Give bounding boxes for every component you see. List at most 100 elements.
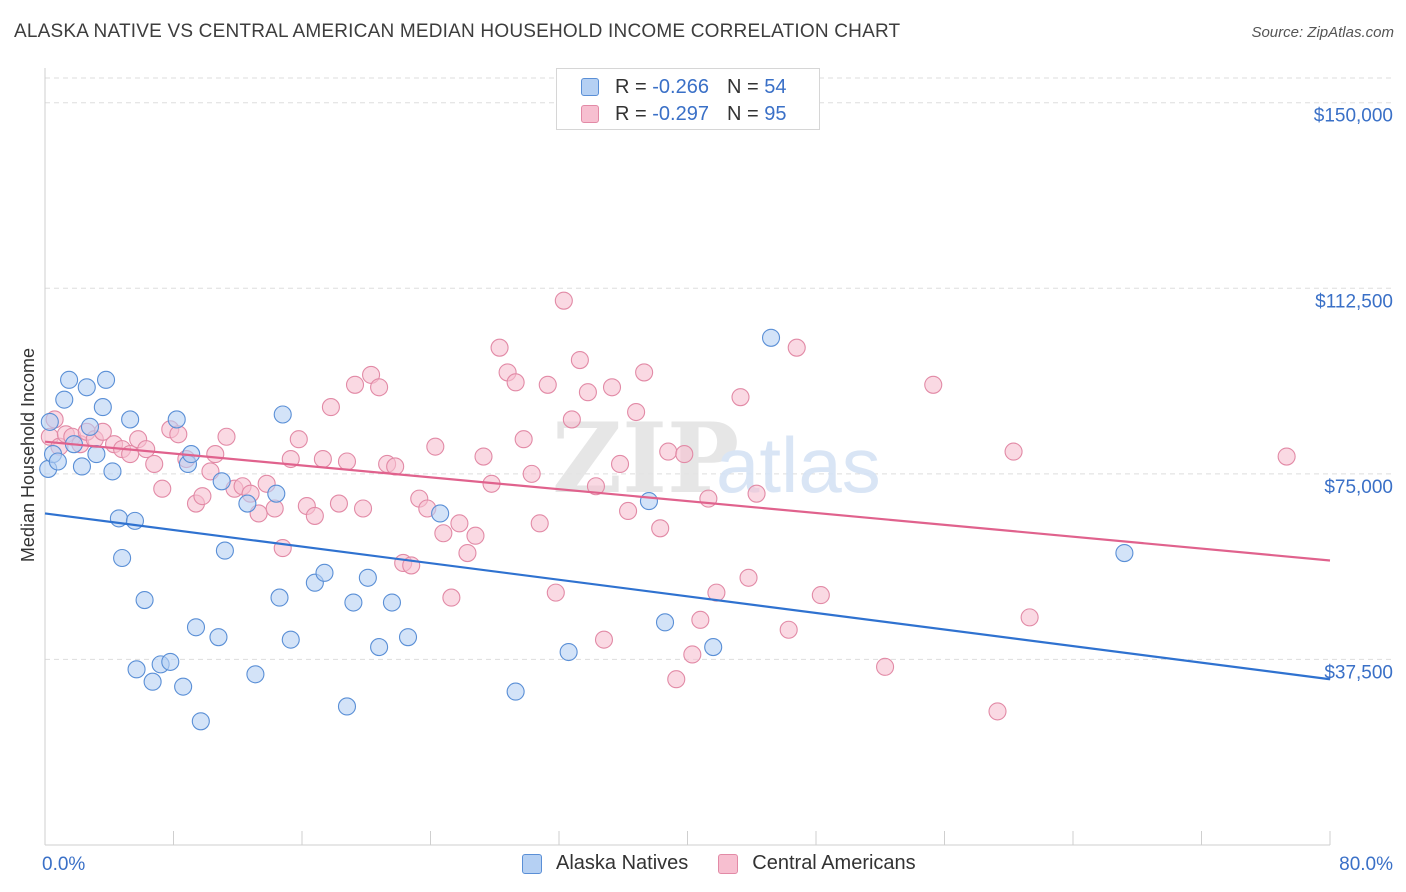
legend-n-label: N = <box>726 75 759 98</box>
watermark-atlas: atlas <box>716 421 881 509</box>
legend-n-value: 95 <box>764 102 787 125</box>
data-point <box>1277 447 1296 466</box>
data-point <box>270 588 289 607</box>
y-tick-label: $150,000 <box>1314 106 1393 127</box>
legend-r-label: R = <box>615 75 647 98</box>
legend-swatch-pink <box>718 853 739 874</box>
data-point <box>651 519 670 538</box>
legend-swatch-blue <box>522 853 542 874</box>
data-point <box>72 457 91 476</box>
data-point <box>431 504 450 523</box>
trend-line-central-americans <box>44 440 1331 562</box>
data-point <box>779 620 798 639</box>
legend-swatch-pink <box>581 105 599 123</box>
data-point <box>217 427 236 446</box>
data-point <box>562 410 581 429</box>
legend-r-label: R = <box>615 102 647 125</box>
data-point <box>506 682 525 701</box>
data-point <box>1004 442 1023 461</box>
data-point <box>683 645 702 664</box>
x-tick-label: 0.0% <box>42 854 85 875</box>
data-point <box>96 370 116 389</box>
legend-n-value: 54 <box>764 75 787 98</box>
data-point <box>530 514 549 533</box>
data-point <box>635 363 654 382</box>
legend-item-central-americans[interactable]: Central Americans <box>718 852 916 875</box>
data-point <box>554 291 573 310</box>
data-point <box>206 445 225 464</box>
legend-swatch-blue <box>581 78 599 96</box>
data-point <box>127 660 146 679</box>
data-point <box>988 702 1007 721</box>
data-point <box>704 638 723 657</box>
data-point <box>578 383 597 402</box>
data-point <box>186 618 206 637</box>
trend-line-alaska-natives <box>44 512 1331 681</box>
data-point <box>924 375 943 394</box>
data-point <box>675 445 694 464</box>
data-point <box>787 338 806 357</box>
tick-labels: $37,500 $75,000 $112,500 $150,000 0.0% 80.0% <box>42 106 1393 875</box>
data-point <box>191 712 210 731</box>
data-point <box>143 672 162 691</box>
data-point <box>215 541 234 560</box>
data-point <box>353 499 373 518</box>
data-point <box>315 563 334 582</box>
data-point <box>522 464 541 483</box>
data-point <box>113 548 132 568</box>
legend-r-value: -0.266 <box>652 75 709 98</box>
data-point <box>747 484 766 503</box>
data-point <box>466 526 485 545</box>
data-point <box>442 588 461 607</box>
data-point <box>619 501 638 521</box>
legend-n-label: N = <box>726 102 759 125</box>
data-point <box>594 630 614 649</box>
source-label: Source: ZipAtlas.com <box>1251 24 1394 41</box>
x-tick-label: 80.0% <box>1339 854 1393 875</box>
data-point <box>137 440 156 459</box>
data-point <box>382 593 402 612</box>
data-point <box>174 677 193 696</box>
data-point <box>167 410 186 429</box>
gridlines <box>45 77 1395 660</box>
data-point <box>273 405 292 424</box>
data-point <box>267 484 286 503</box>
data-point <box>337 452 357 471</box>
data-point <box>321 398 340 417</box>
data-point <box>876 657 895 676</box>
data-point <box>370 378 389 397</box>
legend-label: Central Americans <box>752 852 916 874</box>
data-point <box>77 378 96 397</box>
y-axis-label: Median Household Income <box>18 348 38 562</box>
data-point <box>370 638 389 657</box>
data-point <box>80 417 100 436</box>
data-point <box>586 477 605 496</box>
legend-row-central-americans: R = -0.297 N = 95 <box>581 102 786 126</box>
data-point <box>627 402 646 422</box>
data-point <box>238 494 257 513</box>
data-point <box>305 506 324 525</box>
data-point <box>313 449 332 469</box>
data-point <box>559 642 578 662</box>
y-tick-label: $37,500 <box>1324 662 1393 683</box>
data-point <box>667 670 686 689</box>
data-point <box>329 494 348 513</box>
data-point <box>538 375 557 394</box>
series-central-americans <box>40 291 1296 721</box>
legend-item-alaska-natives[interactable]: Alaska Natives <box>522 852 688 875</box>
data-point <box>602 378 622 397</box>
data-point <box>40 412 59 431</box>
data-point <box>103 462 122 481</box>
data-point <box>358 568 377 587</box>
data-point <box>546 583 565 602</box>
data-point <box>761 328 781 347</box>
data-point <box>655 613 675 632</box>
data-point <box>289 430 308 449</box>
data-point <box>121 410 140 429</box>
data-point <box>246 665 265 684</box>
data-point <box>691 610 710 629</box>
data-point <box>60 370 79 389</box>
y-tick-label: $112,500 <box>1315 291 1393 312</box>
data-point <box>193 487 212 506</box>
